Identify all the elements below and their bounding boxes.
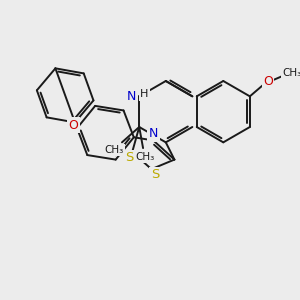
Text: CH₃: CH₃ [105, 145, 124, 155]
Text: O: O [263, 76, 273, 88]
Text: CH₃: CH₃ [135, 152, 154, 162]
Text: N: N [127, 90, 136, 103]
Text: S: S [151, 168, 159, 182]
Text: H: H [140, 89, 148, 99]
Text: CH₃: CH₃ [282, 68, 300, 78]
Text: N: N [148, 127, 158, 140]
Text: O: O [68, 119, 78, 132]
Text: S: S [125, 151, 134, 164]
